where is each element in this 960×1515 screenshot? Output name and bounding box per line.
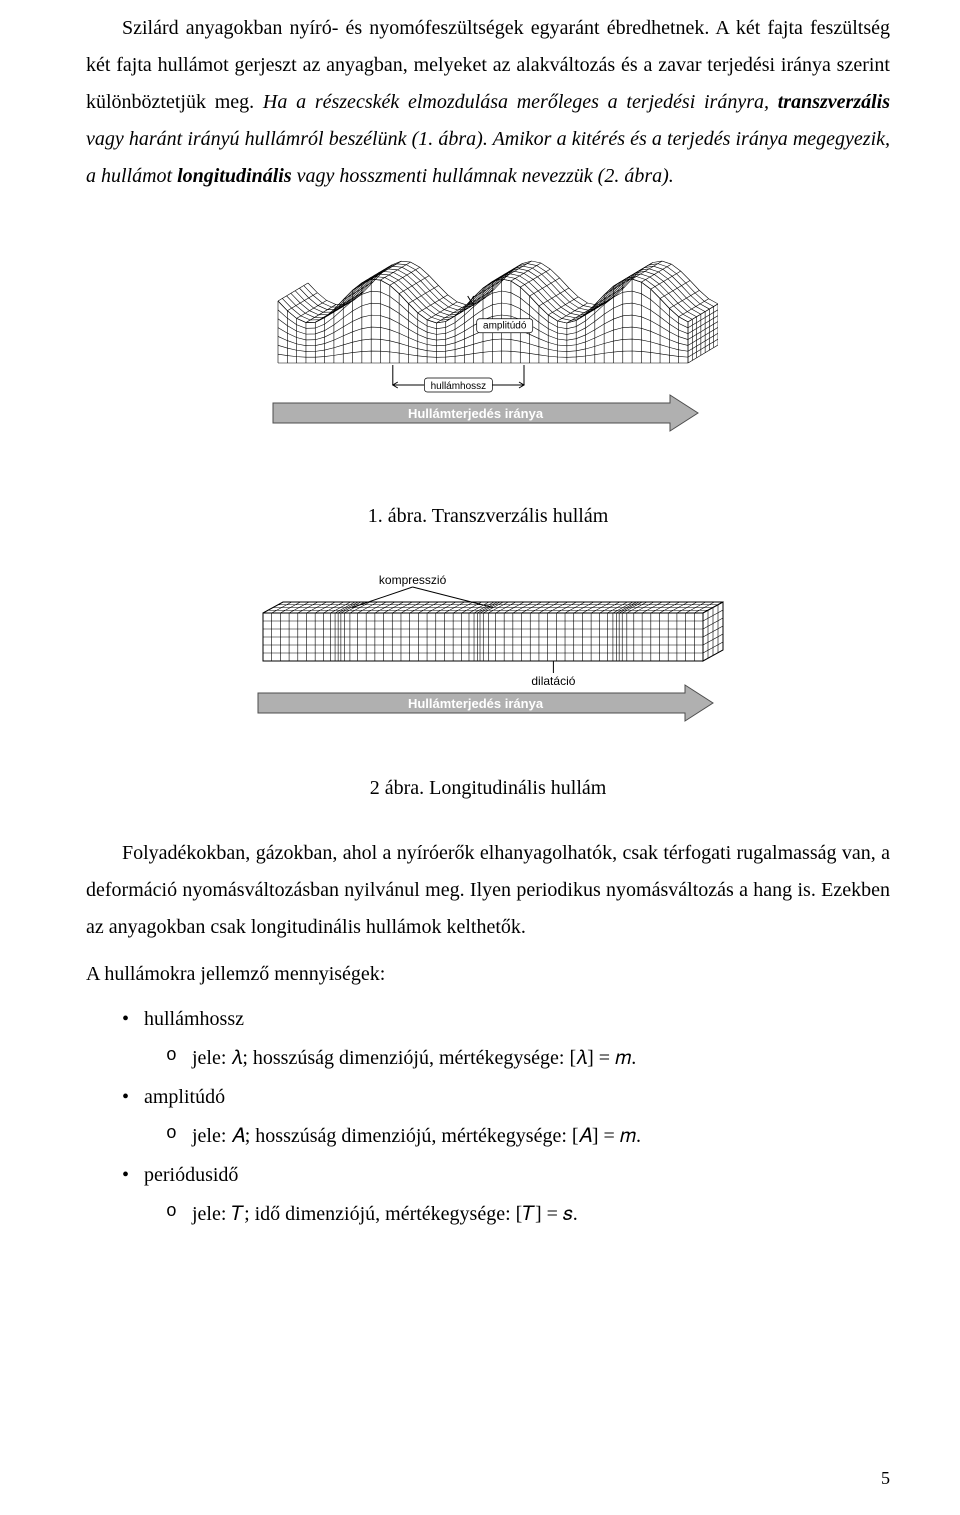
p1-run2c: vagy hosszmenti hullámnak nevezzük (2. á… [292,165,674,187]
sublist: jele: 𝑇; idő dimenziójú, mértékegysége: … [144,1196,890,1233]
page-number: 5 [881,1462,890,1495]
figure-2-svg: kompresszió dilatáció Hullámterjedés irány… [238,563,738,743]
paragraph-1: Szilárd anyagokban nyíró- és nyomófeszül… [86,10,890,195]
p2-run1: Folyadékokban, gázokban, ahol a nyíróerő… [86,842,890,938]
svg-text:hullámhossz: hullámhossz [431,381,487,392]
list-item-label: periódusidő [144,1164,238,1186]
figure-2-caption: 2 ábra. Longitudinális hullám [86,770,890,807]
svg-text:Hullámterjedés iránya: Hullámterjedés iránya [408,696,544,711]
sublist: jele: 𝐴; hosszúság dimenziójú, mértékegy… [144,1118,890,1155]
list-item-label: hullámhossz [144,1008,244,1030]
sublist-text: jele: 𝐴; hosszúság dimenziójú, mértékegy… [192,1125,641,1147]
quantities-heading: A hullámokra jellemző mennyiségek: [86,956,890,993]
sublist: jele: 𝜆; hosszúság dimenziójú, mértékegy… [144,1040,890,1077]
figure-2-wrap: kompresszió dilatáció Hullámterjedés irány… [86,563,890,756]
figure-2: kompresszió dilatáció Hullámterjedés irány… [238,563,738,756]
list-item-label: amplitúdó [144,1086,225,1108]
figure-1-svg: amplitúdó hullámhossz Hullámterjedés irány… [258,221,718,471]
list-item: periódusidő jele: 𝑇; idő dimenziójú, mér… [122,1157,890,1233]
sublist-text: jele: 𝜆; hosszúság dimenziójú, mértékegy… [192,1047,636,1069]
page: Szilárd anyagokban nyíró- és nyomófeszül… [0,0,960,1515]
sublist-item: jele: 𝑇; idő dimenziójú, mértékegysége: … [166,1196,890,1233]
list-item: amplitúdó jele: 𝐴; hosszúság dimenziójú,… [122,1079,890,1155]
sublist-text: jele: 𝑇; idő dimenziójú, mértékegysége: … [192,1203,578,1225]
svg-text:amplitúdó: amplitúdó [483,321,527,332]
figure-1-caption: 1. ábra. Transzverzális hullám [86,498,890,535]
quantities-list: hullámhossz jele: 𝜆; hosszúság dimenziój… [86,1001,890,1233]
p1-run2-bi: transzverzális [778,91,890,113]
svg-text:kompresszió: kompresszió [379,573,447,587]
svg-text:dilatáció: dilatáció [531,674,575,688]
svg-text:Hullámterjedés iránya: Hullámterjedés iránya [408,406,544,421]
sublist-item: jele: 𝐴; hosszúság dimenziójú, mértékegy… [166,1118,890,1155]
p1-run2-bi2: longitudinális [177,165,292,187]
paragraph-2: Folyadékokban, gázokban, ahol a nyíróerő… [86,835,890,946]
sublist-item: jele: 𝜆; hosszúság dimenziójú, mértékegy… [166,1040,890,1077]
figure-1-wrap: amplitúdó hullámhossz Hullámterjedés irány… [86,221,890,484]
p1-run2a: Ha a részecskék elmozdulása merőleges a … [263,91,778,113]
figure-1: amplitúdó hullámhossz Hullámterjedés irány… [258,221,718,471]
list-item: hullámhossz jele: 𝜆; hosszúság dimenziój… [122,1001,890,1077]
